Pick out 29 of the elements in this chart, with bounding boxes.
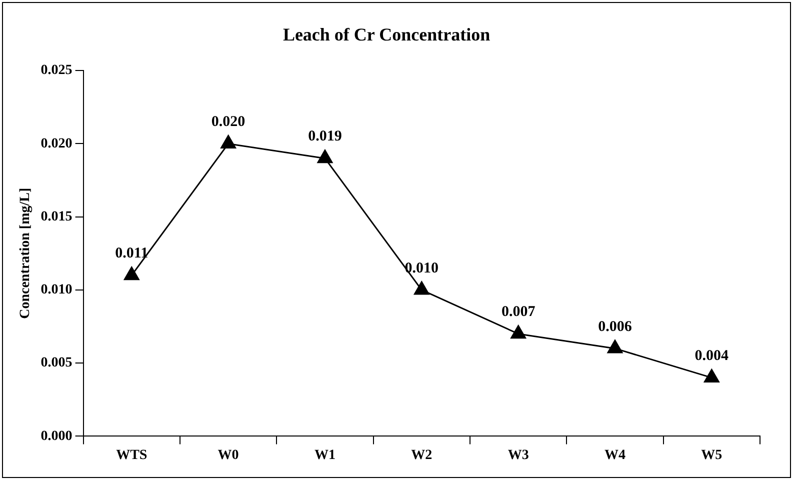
y-axis-title: Concentration [mg/L]	[18, 188, 34, 319]
x-tick-label: W0	[218, 448, 239, 464]
data-label: 0.004	[694, 348, 730, 364]
point	[607, 340, 623, 354]
x-tick-label: WTS	[116, 448, 148, 464]
data-label: 0.020	[211, 114, 246, 130]
y-tick-label: 0.015	[40, 209, 72, 224]
y-tick-label: 0.020	[40, 136, 72, 152]
x-tick-label: W5	[701, 448, 722, 464]
x-tick-label: W4	[604, 448, 626, 464]
data-label: 0.006	[598, 318, 632, 335]
y-tick-label: 0.010	[40, 282, 72, 298]
point	[704, 368, 720, 382]
data-label: 0.007	[501, 304, 536, 320]
data-label: 0.011	[115, 246, 148, 262]
point	[317, 150, 333, 164]
point	[124, 266, 140, 280]
y-tick-label: 0.025	[40, 63, 72, 78]
chart-title: Leach of Cr Concentration	[282, 24, 490, 44]
point	[414, 281, 430, 295]
y-tick-label: 0.000	[40, 428, 72, 444]
point	[510, 325, 526, 339]
data-label: 0.019	[308, 128, 342, 145]
data-label: 0.010	[404, 260, 439, 276]
y-tick-label: 0.005	[40, 356, 72, 371]
x-tick-label: W2	[411, 448, 432, 464]
point	[220, 134, 236, 148]
x-tick-label: W3	[508, 448, 529, 464]
x-tick-label: W1	[314, 448, 336, 464]
